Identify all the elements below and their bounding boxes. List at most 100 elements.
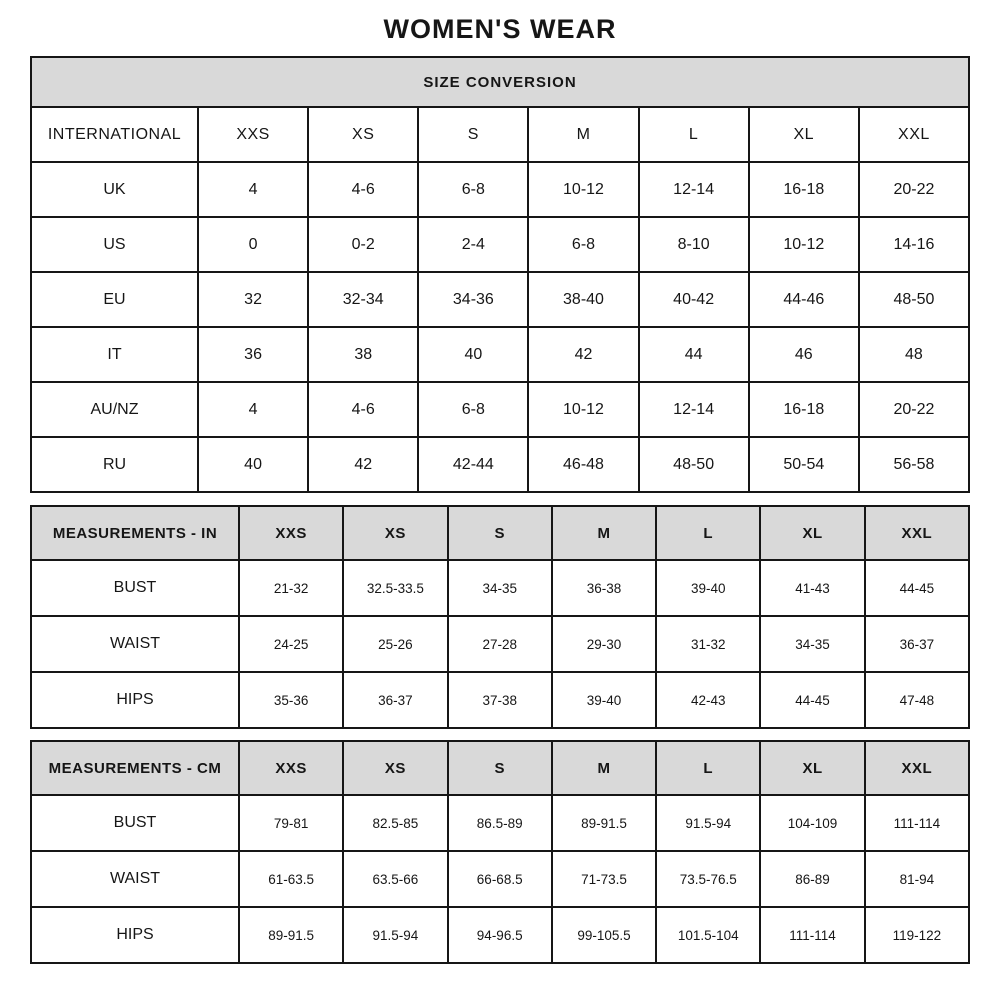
size-cell: 40 [196,436,310,493]
column-header-s: S [446,505,553,561]
measurement-cell: 91.5-94 [655,794,762,852]
size-cell: 42 [307,436,420,493]
row-label: US [30,216,199,273]
row-label: WAIST [30,850,240,908]
measurement-cell: 47-48 [863,671,971,729]
size-cell: 38-40 [527,271,640,328]
measurement-cell: 44-45 [863,559,971,617]
size-cell: 34-36 [417,271,530,328]
column-header-xs: XS [342,740,449,796]
measurement-cell: 42-43 [655,671,762,729]
size-cell: 32-34 [307,271,420,328]
measurements-cm-table: MEASUREMENTS - CM XXS XS S M L XL XXL BU… [30,740,971,964]
size-cell: 48-50 [637,436,750,493]
row-label: UK [30,161,199,218]
size-cell: 46-48 [527,436,640,493]
row-label: AU/NZ [30,381,199,438]
size-cell: 4-6 [307,161,420,218]
column-header-xxl: XXL [863,740,971,796]
column-header-l: L [655,505,762,561]
size-cell: 8-10 [637,216,750,273]
measurement-cell: 24-25 [237,615,345,673]
row-label: EU [30,271,199,328]
row-label: BUST [30,559,240,617]
measurement-cell: 89-91.5 [237,906,345,964]
table-header-row: INTERNATIONAL XXS XS S M L XL XXL [30,106,971,163]
table-header-row: MEASUREMENTS - IN XXS XS S M L XL XXL [30,505,971,561]
measurement-cell: 41-43 [759,559,866,617]
column-header-xs: XS [342,505,449,561]
measurement-cell: 111-114 [863,794,971,852]
measurement-cell: 27-28 [446,615,553,673]
size-cell: 36 [196,326,310,383]
table-row-hips: HIPS 35-36 36-37 37-38 39-40 42-43 44-45… [30,671,971,729]
size-cell: 44 [637,326,750,383]
measurement-cell: 36-38 [550,559,658,617]
column-header-m: M [550,740,658,796]
size-cell: 12-14 [637,161,750,218]
size-conversion-table: SIZE CONVERSION INTERNATIONAL XXS XS S M… [30,56,971,493]
measurement-cell: 71-73.5 [550,850,658,908]
size-cell: 6-8 [417,161,530,218]
measurement-cell: 94-96.5 [446,906,553,964]
row-label: HIPS [30,906,240,964]
measurement-cell: 35-36 [237,671,345,729]
column-header-m: M [550,505,658,561]
column-header-xs: XS [307,106,420,163]
measurements-in-table: MEASUREMENTS - IN XXS XS S M L XL XXL BU… [30,505,971,729]
size-cell: 6-8 [417,381,530,438]
table-row-eu: EU 32 32-34 34-36 38-40 40-42 44-46 48-5… [30,271,971,328]
size-cell: 4-6 [307,381,420,438]
column-header-measurements-in: MEASUREMENTS - IN [30,505,240,561]
size-cell: 10-12 [747,216,860,273]
measurement-cell: 34-35 [446,559,553,617]
size-cell: 20-22 [857,381,971,438]
column-header-measurements-cm: MEASUREMENTS - CM [30,740,240,796]
measurement-cell: 36-37 [342,671,449,729]
page-title: WOMEN'S WEAR [383,14,617,44]
measurement-cell: 73.5-76.5 [655,850,762,908]
size-cell: 40 [417,326,530,383]
measurement-cell: 82.5-85 [342,794,449,852]
measurement-cell: 81-94 [863,850,971,908]
size-cell: 20-22 [857,161,971,218]
measurement-cell: 34-35 [759,615,866,673]
measurement-cell: 21-32 [237,559,345,617]
table-row-us: US 0 0-2 2-4 6-8 8-10 10-12 14-16 [30,216,971,273]
measurement-cell: 29-30 [550,615,658,673]
measurement-cell: 104-109 [759,794,866,852]
size-cell: 42-44 [417,436,530,493]
table-row-waist: WAIST 24-25 25-26 27-28 29-30 31-32 34-3… [30,615,971,673]
size-cell: 42 [527,326,640,383]
row-label: RU [30,436,199,493]
measurement-cell: 99-105.5 [550,906,658,964]
measurement-cell: 111-114 [759,906,866,964]
column-header-s: S [417,106,530,163]
table-row-aunz: AU/NZ 4 4-6 6-8 10-12 12-14 16-18 20-22 [30,381,971,438]
size-cell: 40-42 [637,271,750,328]
row-label: HIPS [30,671,240,729]
size-cell: 16-18 [747,381,860,438]
size-cell: 46 [747,326,860,383]
column-header-m: M [527,106,640,163]
size-cell: 56-58 [857,436,971,493]
column-header-xxs: XXS [237,505,345,561]
column-header-xxs: XXS [237,740,345,796]
size-cell: 44-46 [747,271,860,328]
column-header-l: L [637,106,750,163]
column-header-xxs: XXS [196,106,310,163]
size-cell: 32 [196,271,310,328]
table-row-it: IT 36 38 40 42 44 46 48 [30,326,971,383]
measurement-cell: 37-38 [446,671,553,729]
table-row-uk: UK 4 4-6 6-8 10-12 12-14 16-18 20-22 [30,161,971,218]
table-row-bust: BUST 21-32 32.5-33.5 34-35 36-38 39-40 4… [30,559,971,617]
size-cell: 0-2 [307,216,420,273]
measurement-cell: 63.5-66 [342,850,449,908]
size-cell: 0 [196,216,310,273]
column-header-l: L [655,740,762,796]
size-cell: 4 [196,161,310,218]
measurement-cell: 66-68.5 [446,850,553,908]
size-cell: 6-8 [527,216,640,273]
column-header-xl: XL [759,740,866,796]
table-row-waist: WAIST 61-63.5 63.5-66 66-68.5 71-73.5 73… [30,850,971,908]
